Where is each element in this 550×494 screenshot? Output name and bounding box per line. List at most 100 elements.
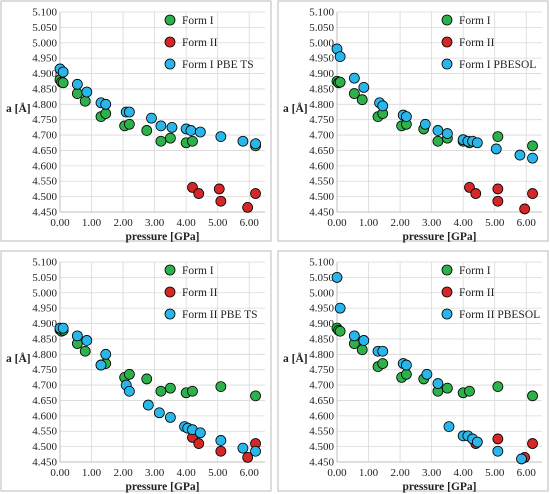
data-point-form-calc <box>334 51 346 63</box>
data-point-form-i <box>155 135 167 147</box>
legend-marker <box>164 14 176 26</box>
x-tick-label: 1.00 <box>359 217 379 229</box>
legend-marker <box>164 308 176 320</box>
data-point-form-ii <box>492 195 504 207</box>
y-tick-label: 4.650 <box>309 145 334 157</box>
data-point-form-calc <box>492 445 504 457</box>
data-point-form-ii <box>250 188 261 199</box>
y-tick-label: 4.800 <box>32 99 57 111</box>
data-point-form-calc <box>348 330 360 342</box>
y-tick-label: 4.500 <box>32 191 57 203</box>
data-point-form-i <box>71 88 83 99</box>
data-point-form-calc <box>81 335 93 346</box>
y-tick-label: 4.500 <box>32 441 57 453</box>
y-tick-label: 4.650 <box>32 145 57 157</box>
data-point-form-i <box>187 385 198 397</box>
data-point-form-i <box>57 77 69 89</box>
legend-marker <box>441 36 453 48</box>
data-point-form-calc <box>237 135 249 147</box>
y-tick-label: 4.800 <box>309 349 334 361</box>
legend-label: Form I <box>459 265 491 277</box>
data-point-form-calc <box>419 118 431 130</box>
y-tick-label: 4.850 <box>32 333 57 345</box>
x-tick-label: 5.00 <box>208 467 228 479</box>
x-tick-label: 5.00 <box>208 217 228 229</box>
data-point-form-i <box>400 368 412 380</box>
data-point-form-calc <box>348 72 360 84</box>
x-tick-label: 0.00 <box>327 467 347 479</box>
data-point-form-calc <box>71 330 83 342</box>
y-tick-label: 4.550 <box>32 426 57 438</box>
data-point-form-calc <box>57 322 69 334</box>
legend-label: Form I PBE TS <box>182 59 254 71</box>
x-tick-label: 4.00 <box>454 217 474 229</box>
x-tick-label: 2.00 <box>390 217 410 229</box>
x-tick-label: 4.00 <box>454 467 474 479</box>
y-tick-label: 4.650 <box>309 395 334 407</box>
x-tick-label: 2.00 <box>390 467 410 479</box>
legend-marker <box>164 264 176 276</box>
y-tick-label: 5.100 <box>309 7 334 19</box>
data-point-form-calc <box>142 399 154 411</box>
data-point-form-i <box>356 344 368 356</box>
data-point-form-ii <box>242 451 254 463</box>
data-point-form-i <box>164 132 176 144</box>
data-point-form-i <box>123 368 135 380</box>
data-point-form-ii <box>213 183 225 195</box>
data-point-form-calc <box>194 427 206 439</box>
data-point-form-ii <box>527 188 538 199</box>
data-point-form-ii <box>492 183 504 195</box>
y-tick-label: 4.950 <box>32 303 57 315</box>
data-point-form-calc <box>471 436 483 448</box>
data-point-form-i <box>123 118 135 130</box>
y-tick-label: 5.050 <box>32 272 57 284</box>
data-point-form-i <box>141 373 153 385</box>
y-tick-label: 4.800 <box>309 99 334 111</box>
x-tick-label: 5.00 <box>485 467 505 479</box>
data-point-form-calc <box>146 112 157 124</box>
y-tick-label: 4.800 <box>32 349 57 361</box>
y-tick-label: 4.850 <box>309 333 334 345</box>
data-point-form-calc <box>331 271 343 283</box>
chart-panel-1: 4.450 4.500 4.550 4.600 4.650 4.700 4.750 4.800… <box>0 0 272 243</box>
y-tick-label: 4.450 <box>32 207 57 219</box>
y-tick-label: 5.000 <box>309 287 334 299</box>
data-point-form-i <box>377 358 389 369</box>
data-point-form-calc <box>516 453 527 465</box>
x-tick-label: 0.00 <box>50 217 70 229</box>
y-tick-label: 4.750 <box>309 364 334 376</box>
legend-label: Form II PBESOL <box>459 309 540 321</box>
legend-label: Form II <box>459 287 495 299</box>
y-tick-label: 5.100 <box>309 257 334 269</box>
data-point-form-ii <box>215 445 227 457</box>
data-point-form-i <box>527 140 538 152</box>
data-point-form-i <box>141 125 153 136</box>
data-point-form-ii <box>470 188 482 199</box>
legend-label: Form II <box>182 287 218 299</box>
y-tick-label: 4.950 <box>309 303 334 315</box>
legend-label: Form II <box>459 37 495 49</box>
x-tick-label: 0.00 <box>50 467 70 479</box>
x-tick-label: 5.00 <box>485 217 505 229</box>
x-tick-label: 6.00 <box>517 217 537 229</box>
data-point-form-calc <box>441 128 453 139</box>
data-point-form-i <box>334 325 346 337</box>
data-point-form-calc <box>358 335 370 346</box>
legend: Form I Form II Form II PBE TS <box>164 264 258 321</box>
data-point-form-calc <box>377 345 389 357</box>
data-point-form-i <box>492 131 504 143</box>
y-tick-label: 5.050 <box>32 22 57 34</box>
y-tick-label: 4.750 <box>32 364 57 376</box>
y-tick-label: 4.600 <box>309 160 334 172</box>
data-point-form-calc <box>57 66 69 78</box>
y-tick-label: 5.100 <box>32 257 57 269</box>
y-axis-title: a [Å] <box>283 351 308 365</box>
y-tick-label: 4.450 <box>309 207 334 219</box>
legend: Form I Form II Form I PBESOL <box>441 14 536 71</box>
data-point-form-calc <box>185 125 197 136</box>
y-tick-label: 4.900 <box>309 68 334 80</box>
y-tick-label: 4.500 <box>309 191 334 203</box>
data-point-form-calc <box>215 131 227 143</box>
y-tick-label: 4.450 <box>309 457 334 469</box>
